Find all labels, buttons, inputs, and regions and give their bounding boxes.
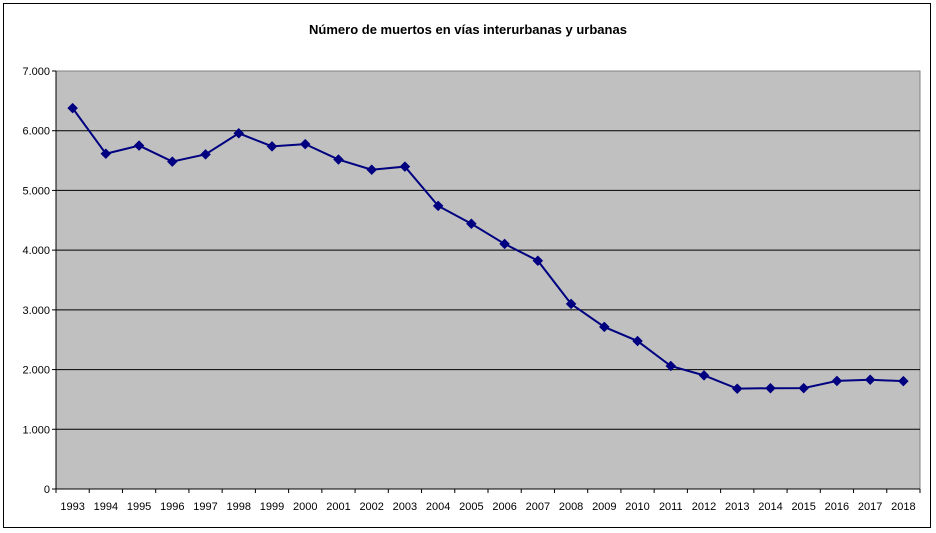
- x-tick-label: 2007: [526, 501, 550, 513]
- chart-frame: Número de muertos en vías interurbanas y…: [3, 3, 931, 528]
- data-point: [266, 141, 278, 152]
- x-tick-label: 2018: [891, 501, 915, 513]
- data-point: [67, 102, 78, 114]
- data-point: [598, 321, 610, 333]
- data-point: [898, 375, 909, 387]
- data-point: [133, 140, 145, 151]
- data-point: [432, 200, 444, 212]
- data-point: [333, 154, 344, 165]
- data-point: [698, 370, 710, 381]
- y-tick-label: 7.000: [22, 66, 50, 78]
- x-tick-label: 2014: [758, 501, 782, 513]
- data-point: [831, 375, 843, 387]
- data-point: [798, 382, 810, 394]
- chart-title: Número de muertos en vías interurbanas y…: [309, 22, 627, 37]
- data-point: [466, 218, 477, 230]
- x-tick-label: 2015: [791, 501, 815, 513]
- x-tick-label: 2012: [692, 501, 716, 513]
- data-point: [399, 161, 411, 172]
- x-tick-label: 2002: [359, 501, 383, 513]
- x-tick-label: 1996: [160, 501, 184, 513]
- x-tick-label: 2001: [326, 501, 350, 513]
- x-tick-label: 1998: [227, 501, 251, 513]
- series-line: [71, 107, 904, 390]
- x-tick-label: 2017: [858, 501, 882, 513]
- x-tick-label: 2006: [492, 501, 516, 513]
- x-tick-label: 1997: [193, 501, 217, 513]
- x-tick-label: 2005: [459, 501, 483, 513]
- y-tick-label: 2.000: [22, 365, 50, 377]
- data-point: [200, 149, 211, 160]
- x-tick-label: 2000: [293, 501, 317, 513]
- data-point: [233, 127, 245, 139]
- data-point: [166, 156, 178, 167]
- data-point: [366, 164, 378, 176]
- x-tick-label: 1995: [127, 501, 151, 513]
- x-tick-label: 2003: [393, 501, 417, 513]
- y-tick-label: 1.000: [22, 424, 50, 436]
- data-point: [100, 148, 112, 160]
- x-tick-label: 2008: [559, 501, 583, 513]
- data-point: [731, 383, 743, 395]
- y-tick-label: 4.000: [22, 245, 50, 257]
- x-tick-label: 2016: [825, 501, 849, 513]
- x-tick-label: 2011: [659, 501, 683, 513]
- data-point: [299, 138, 311, 150]
- x-axis-ticks: 1993 1994 1995 1996 1997 1998 1999 2000 2001 2002…: [55, 489, 921, 513]
- x-tick-label: 2010: [625, 501, 649, 513]
- data-point: [864, 374, 876, 386]
- data-point: [532, 255, 544, 267]
- data-point: [632, 335, 643, 347]
- y-tick-label: 6.000: [22, 126, 50, 138]
- y-axis-ticks: 0 1.000 2.000 3.000 4.000 5.000 6.000 7.000: [22, 66, 56, 496]
- line-chart: Número de muertos en vías interurbanas y…: [22, 22, 921, 513]
- y-tick-label: 0: [44, 484, 50, 496]
- series-layer: [67, 102, 909, 395]
- grid-lines: [56, 130, 920, 430]
- x-tick-label: 2013: [725, 501, 749, 513]
- x-tick-label: 1993: [60, 501, 84, 513]
- data-point: [765, 382, 776, 394]
- x-tick-label: 1994: [94, 501, 118, 513]
- data-point: [565, 298, 577, 310]
- data-point: [499, 238, 510, 250]
- x-tick-label: 1999: [260, 501, 284, 513]
- x-tick-label: 2009: [592, 501, 616, 513]
- plot-area: [55, 70, 921, 490]
- data-point: [665, 360, 677, 372]
- y-tick-label: 3.000: [22, 305, 50, 317]
- x-tick-label: 2004: [426, 501, 450, 513]
- y-tick-label: 5.000: [22, 185, 50, 197]
